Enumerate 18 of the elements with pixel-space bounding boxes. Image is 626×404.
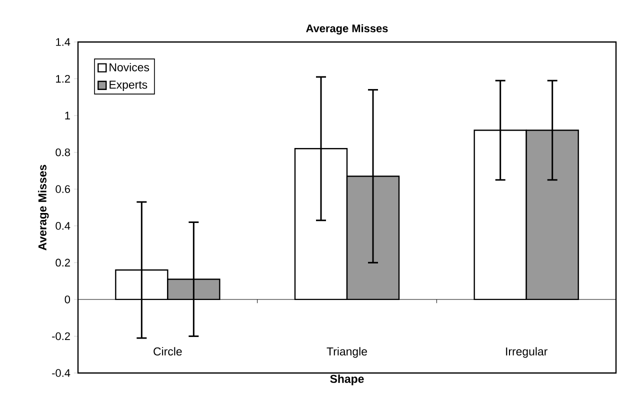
x-tick-label: Triangle: [326, 347, 367, 358]
y-tick-label: 1.4: [56, 38, 70, 46]
y-tick-label: 1: [65, 112, 70, 120]
y-tick-label: -0.2: [52, 332, 70, 340]
x-axis-title: Shape: [330, 374, 364, 386]
y-tick-label: 1.2: [56, 74, 70, 83]
y-tick-label: 0.4: [56, 222, 70, 230]
y-axis-title: Average Misses: [38, 164, 49, 250]
chart-title: Average Misses: [306, 24, 388, 35]
y-tick-label: 0.6: [56, 185, 70, 193]
y-tick-label: 0.2: [56, 258, 70, 267]
legend-label: Experts: [110, 80, 148, 91]
legend-label: Novices: [110, 62, 150, 72]
y-tick-label: 0: [64, 296, 70, 304]
y-tick-label: -0.4: [52, 369, 70, 377]
x-tick-label: Irregular: [506, 347, 548, 358]
y-tick-label: 0.8: [56, 148, 70, 156]
x-tick-label: Circle: [154, 347, 182, 356]
